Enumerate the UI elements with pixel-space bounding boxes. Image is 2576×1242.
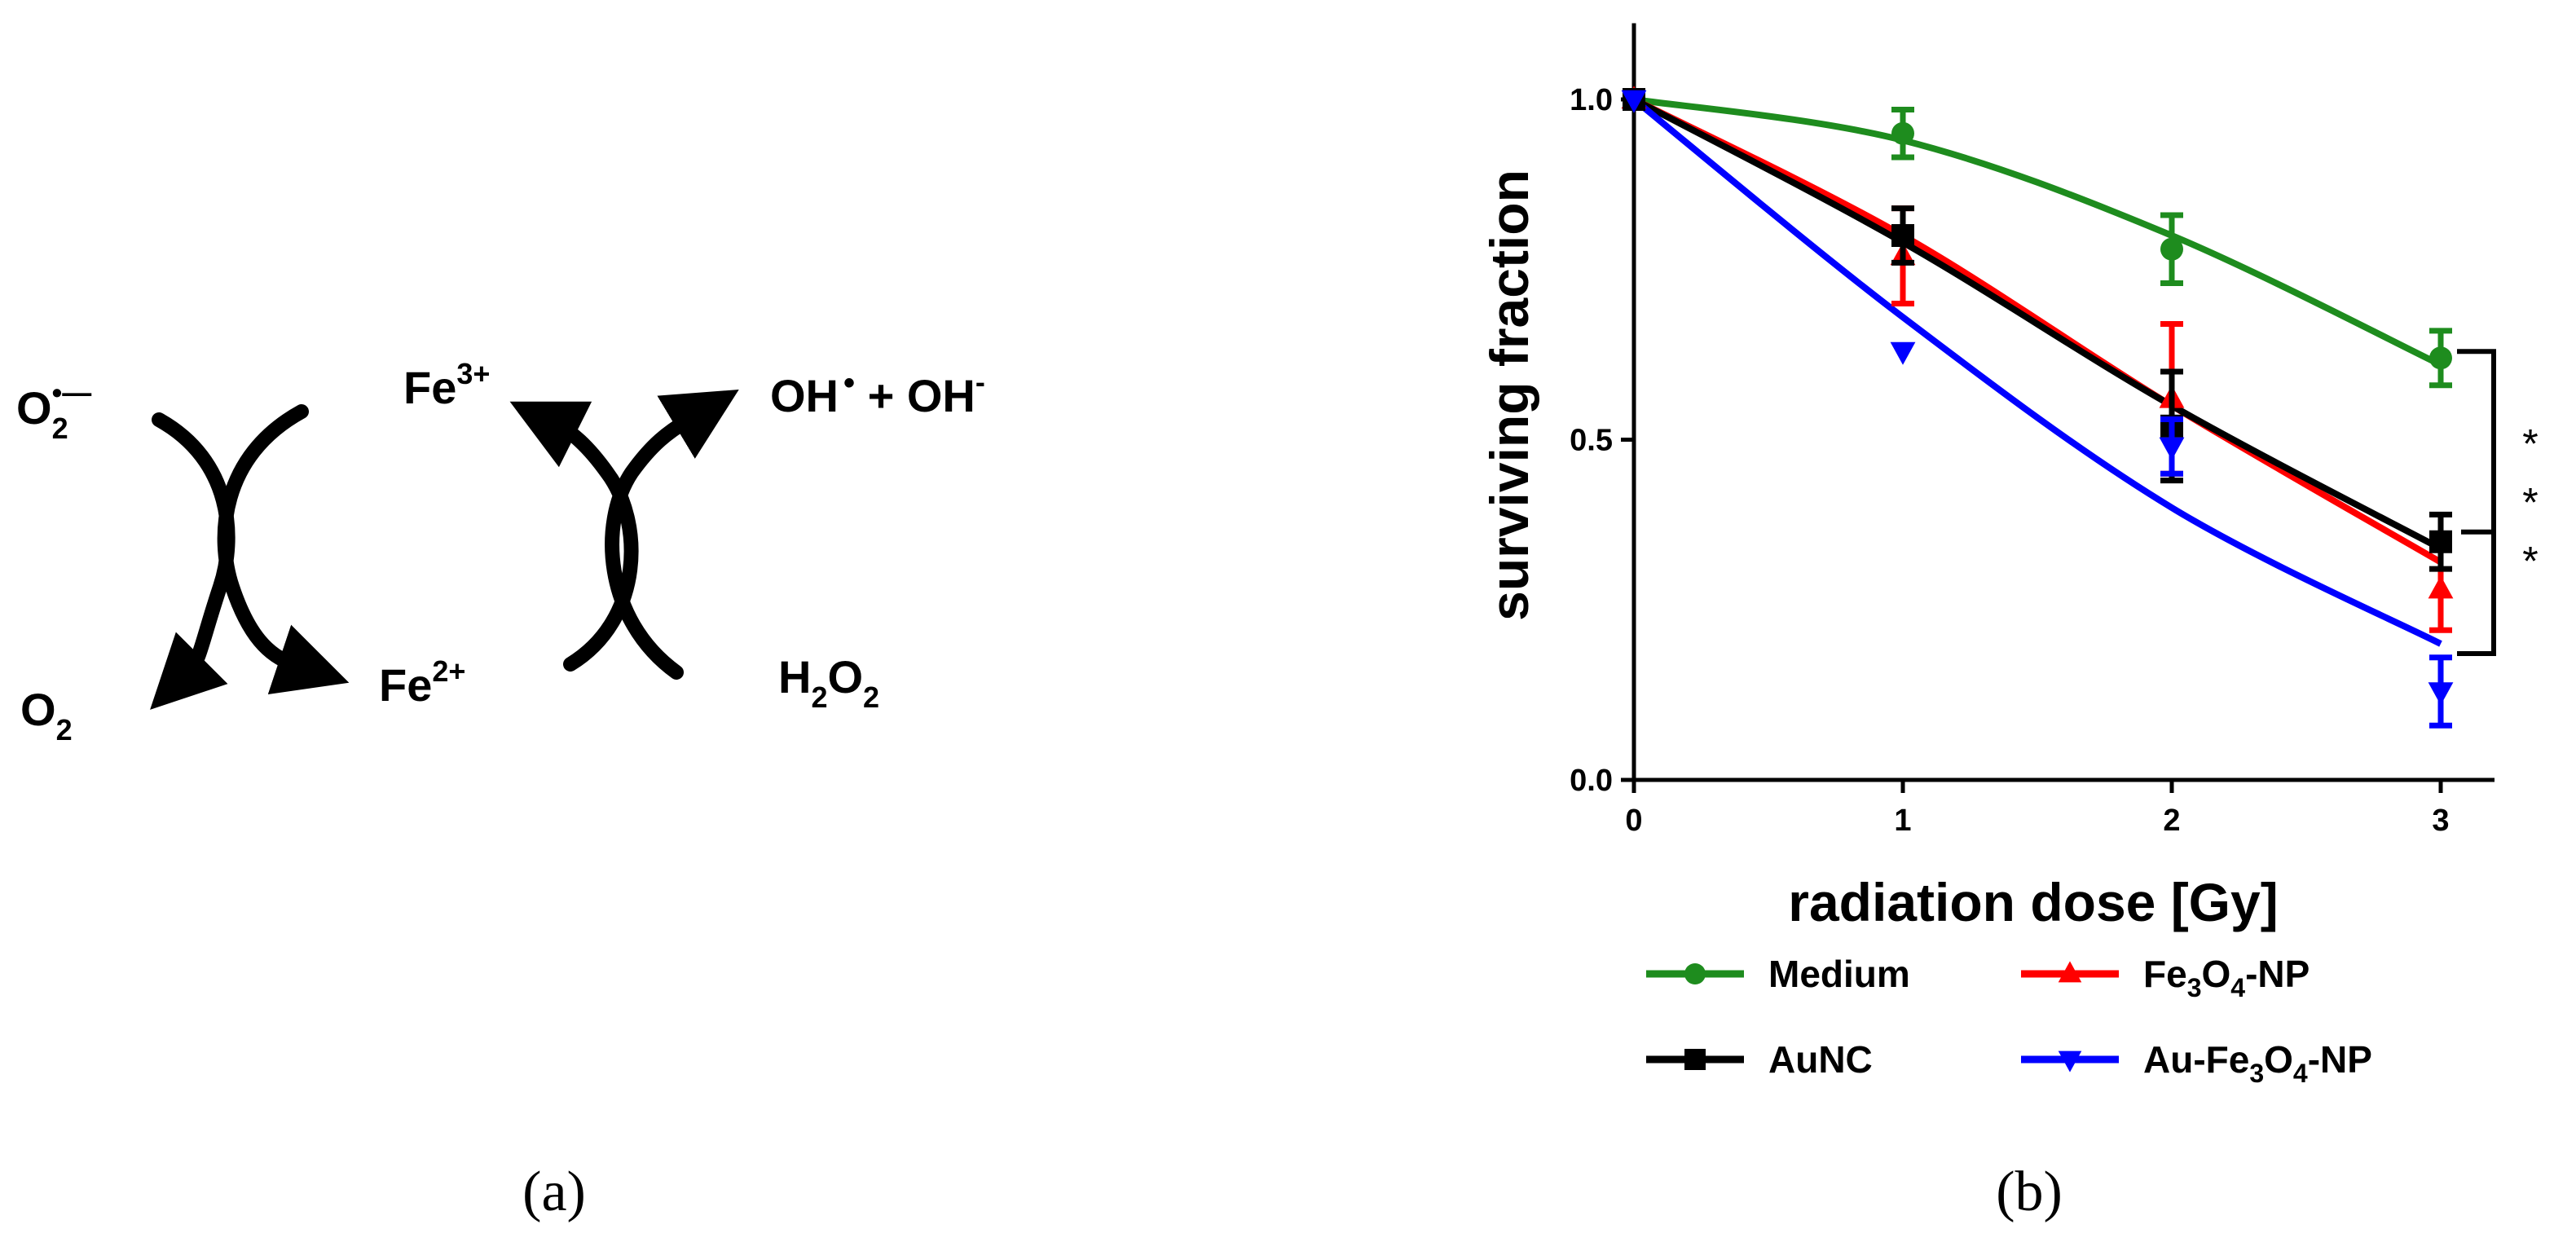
panel-b-label: (b) (1996, 1161, 2063, 1223)
y-axis-label: surviving fraction (1479, 170, 1539, 621)
legend-label-medium: Medium (1768, 953, 1910, 995)
significance-star: * (2522, 421, 2538, 466)
legend-label-au-fe3o4-np: Au-Fe3O4-NP (2143, 1038, 2372, 1088)
legend-label-fe3o4-np: AuNC (1768, 1038, 1873, 1081)
x-tick-label: 3 (2432, 804, 2449, 838)
data-point-au-fe3o4-np (1621, 90, 1647, 113)
data-point-medium (2160, 237, 2183, 261)
data-point-aunc (2428, 575, 2454, 599)
legend-marker-fe3o4-np (1684, 1049, 1706, 1070)
peroxide-to-hydroxyl-arrow (605, 389, 739, 680)
panel-a-label: (a) (522, 1161, 586, 1223)
significance-star: * (2522, 538, 2538, 584)
fe3-label: Fe3+ (403, 357, 490, 413)
chart-legend: Medium AuNC Fe3O4-NP Au-Fe3O4-NP (1646, 953, 2372, 1088)
legend-marker-au-fe3o4-np (2058, 1050, 2082, 1072)
data-point-au-fe3o4-np (1890, 341, 1916, 365)
x-tick-label: 0 (1625, 804, 1642, 838)
x-tick-label: 1 (1894, 804, 1911, 838)
fit-curve-fe3o4-np (1632, 96, 2442, 552)
data-point-medium (1891, 121, 1914, 145)
significance-bracket (2457, 349, 2496, 656)
data-point-fe3o4-np (2429, 530, 2452, 553)
hydroxyl-products-label: OH • + OH- (770, 365, 985, 421)
y-tick-label: 0.0 (1570, 764, 1613, 798)
legend-label-aunc: Fe3O4-NP (2143, 953, 2310, 1002)
fe2-label: Fe2+ (379, 654, 465, 711)
data-point-au-fe3o4-np (2159, 437, 2185, 460)
y-tick-label: 0.5 (1570, 424, 1613, 458)
superoxide-label: O2•— (16, 376, 91, 445)
data-point-fe3o4-np (1891, 224, 1914, 247)
fit-curve-medium (1633, 96, 2442, 368)
x-tick-label: 2 (2163, 804, 2180, 838)
fe3-to-fe2-arrow (217, 404, 350, 694)
fit-curve-aunc (1632, 96, 2443, 566)
fenton-scheme: O2•— O2 Fe3+ Fe2+ OH • + OH- H2O2 (16, 357, 985, 747)
significance-star: * (2522, 479, 2538, 525)
oxygen-label: O2 (20, 684, 73, 747)
data-point-au-fe3o4-np (2428, 682, 2454, 706)
data-point-medium (2429, 346, 2452, 370)
fit-curve-au-fe3o4-np (1631, 96, 2442, 647)
legend-marker-aunc (2058, 961, 2082, 983)
y-tick-label: 1.0 (1570, 83, 1613, 117)
x-axis-label: radiation dose [Gy] (1788, 872, 2278, 932)
survival-chart: 0.0 0.5 1.0 0 1 2 3 * * * (1570, 23, 2539, 838)
legend-marker-medium (1684, 963, 1706, 984)
peroxide-label: H2O2 (778, 651, 879, 714)
fe2-to-fe3-arrow (509, 401, 639, 672)
